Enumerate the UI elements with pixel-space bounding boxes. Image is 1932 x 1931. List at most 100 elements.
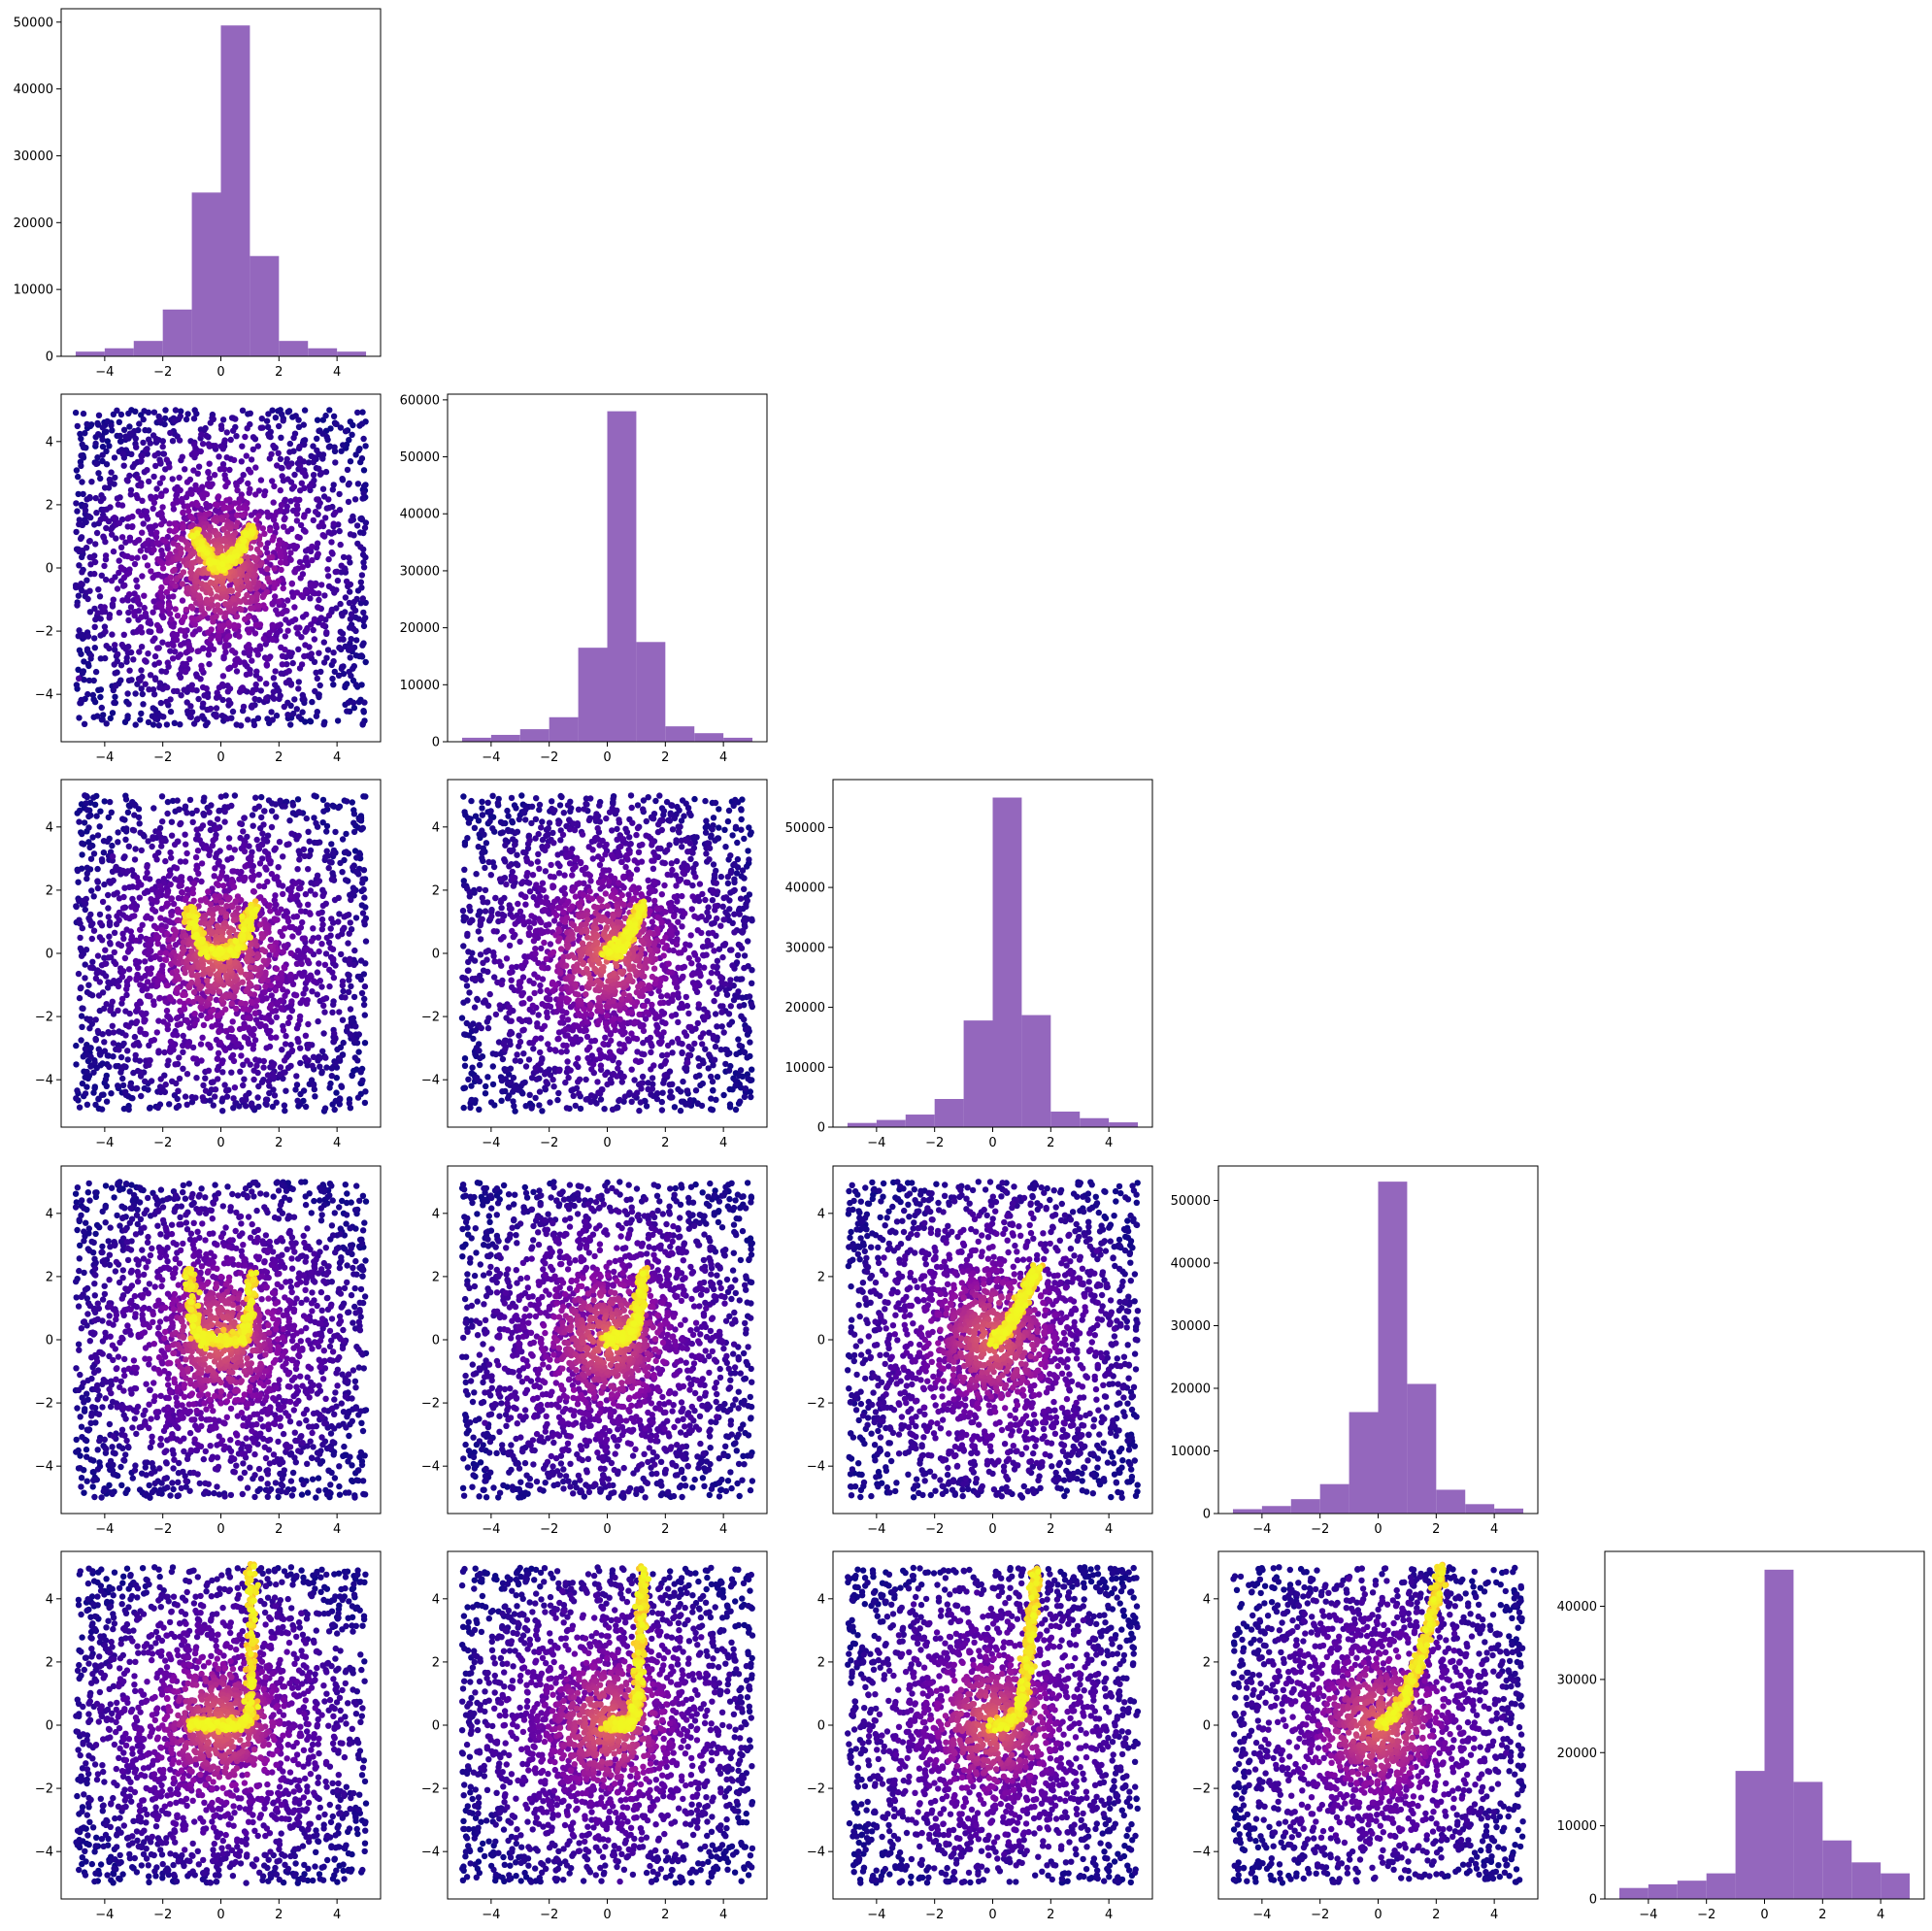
scatter-point	[162, 487, 170, 494]
scatter-point	[261, 808, 268, 815]
scatter-point	[255, 1082, 262, 1090]
scatter-point	[152, 435, 160, 443]
scatter-point	[301, 953, 308, 960]
scatter-point	[112, 647, 118, 653]
scatter-point	[215, 1049, 222, 1057]
scatter-point	[241, 1034, 249, 1041]
scatter-point	[174, 1032, 181, 1039]
scatter-point	[297, 924, 305, 931]
scatter-point	[187, 714, 194, 720]
scatter-point	[142, 681, 149, 687]
scatter-point	[250, 446, 256, 453]
scatter-point	[355, 447, 362, 454]
scatter-point	[246, 642, 252, 649]
scatter-point	[76, 1104, 83, 1111]
scatter-point	[297, 1045, 304, 1051]
scatter-point	[138, 847, 145, 854]
y-tick-label: 30000	[14, 150, 53, 164]
scatter-point	[78, 452, 84, 459]
scatter-point	[230, 595, 237, 602]
scatter-point	[150, 835, 156, 842]
y-tick-label: 20000	[1171, 1382, 1211, 1396]
scatter-point	[219, 1108, 226, 1115]
scatter-point	[264, 1072, 272, 1079]
scatter-point	[97, 475, 104, 483]
scatter-point	[115, 982, 122, 990]
scatter-point	[76, 516, 83, 523]
scatter-point	[220, 622, 227, 629]
scatter-point	[244, 1057, 250, 1064]
scatter-point	[361, 1099, 369, 1107]
scatter-point	[293, 913, 301, 920]
scatter-point	[321, 1009, 328, 1015]
scatter-point	[359, 551, 367, 558]
scatter-point	[150, 691, 158, 698]
scatter-point	[280, 1027, 287, 1034]
scatter-point	[174, 687, 181, 695]
scatter-point	[167, 584, 174, 591]
scatter-point	[311, 636, 318, 643]
scatter-point	[124, 1048, 131, 1054]
scatter-point	[295, 832, 302, 840]
scatter-point	[85, 813, 92, 820]
scatter-point	[105, 954, 112, 961]
scatter-point	[205, 469, 212, 476]
scatter-point	[114, 889, 120, 896]
scatter-point	[127, 491, 134, 498]
scatter-point	[238, 491, 245, 498]
scatter-point	[294, 866, 301, 873]
scatter-point	[265, 655, 272, 662]
scatter-point	[136, 1057, 144, 1064]
scatter-point	[338, 562, 345, 569]
scatter-point	[347, 458, 354, 465]
histogram-bar	[665, 726, 695, 742]
scatter-point	[78, 650, 84, 657]
scatter-point	[182, 614, 188, 620]
scatter-point	[355, 1049, 362, 1055]
scatter-point	[272, 986, 280, 994]
scatter-point	[325, 555, 332, 563]
scatter-point	[264, 549, 271, 556]
scatter-point	[347, 559, 353, 566]
scatter-point	[158, 583, 165, 591]
scatter-point	[288, 998, 295, 1005]
scatter-point	[162, 407, 169, 414]
scatter-point	[315, 934, 322, 941]
scatter-point	[295, 685, 302, 692]
scatter-point	[351, 496, 359, 503]
scatter-point	[319, 532, 326, 539]
scatter-point	[315, 1017, 321, 1025]
scatter-point	[353, 854, 360, 861]
scatter-point	[307, 583, 314, 589]
scatter-point	[318, 941, 325, 948]
scatter-point	[180, 1032, 186, 1040]
scatter-point	[87, 1063, 94, 1070]
scatter-point	[137, 933, 145, 941]
scatter-point	[249, 867, 255, 875]
scatter-point	[184, 411, 191, 417]
histogram-bar	[1677, 1881, 1707, 1899]
scatter-point	[227, 436, 234, 444]
scatter-point	[180, 1049, 186, 1056]
scatter-point	[138, 710, 145, 717]
scatter-point	[260, 882, 268, 890]
scatter-point	[198, 491, 205, 499]
scatter-point	[95, 992, 103, 999]
scatter-point	[178, 882, 184, 889]
scatter-point	[103, 576, 110, 583]
scatter-point	[150, 637, 156, 645]
y-tick-label: −2	[35, 625, 53, 640]
scatter-point	[250, 1067, 257, 1074]
scatter-point	[331, 668, 338, 676]
scatter-point	[124, 713, 131, 719]
scatter-point	[189, 889, 196, 897]
scatter-point	[309, 556, 316, 564]
scatter-point	[241, 842, 249, 849]
scatter-point	[150, 499, 158, 506]
scatter-point	[173, 865, 181, 872]
scatter-point	[110, 1029, 117, 1036]
scatter-point	[350, 828, 358, 836]
scatter-point	[273, 1034, 280, 1041]
scatter-point	[344, 1023, 351, 1030]
